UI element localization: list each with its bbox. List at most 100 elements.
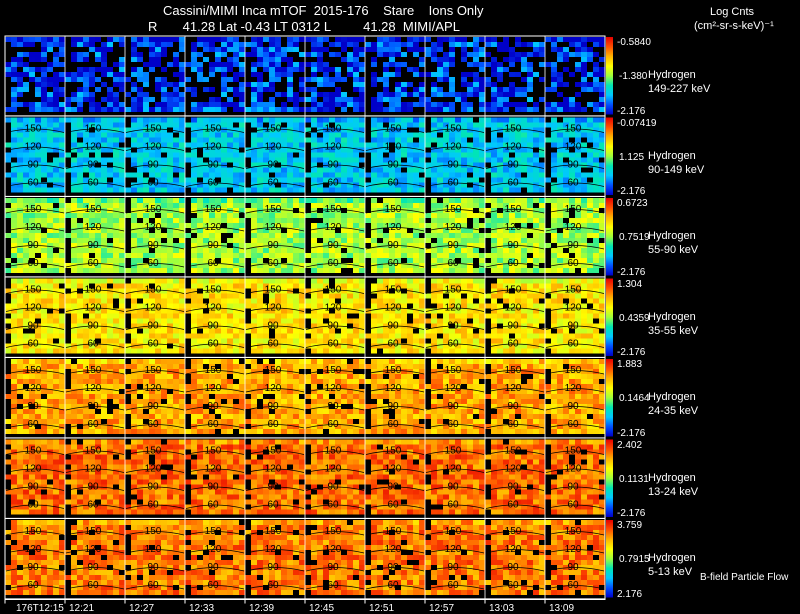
heatmap-cell bbox=[473, 178, 479, 183]
heatmap-cell bbox=[299, 97, 305, 102]
heatmap-cell bbox=[437, 294, 443, 299]
heatmap-cell bbox=[353, 168, 359, 173]
heatmap-cell bbox=[581, 238, 587, 243]
heatmap-cell bbox=[419, 279, 425, 284]
heatmap-cell bbox=[59, 198, 65, 203]
heatmap-cell bbox=[293, 334, 299, 339]
heatmap-cell bbox=[437, 299, 443, 304]
heatmap-cell bbox=[107, 107, 113, 112]
heatmap-cell bbox=[5, 173, 11, 178]
heatmap-cell bbox=[59, 87, 65, 92]
heatmap-cell bbox=[77, 238, 83, 243]
heatmap-cell bbox=[557, 284, 563, 289]
heatmap-cell bbox=[359, 268, 365, 273]
heatmap-cell bbox=[257, 213, 263, 218]
heatmap-cell bbox=[353, 128, 359, 133]
heatmap-cell bbox=[473, 304, 479, 309]
heatmap-cell bbox=[539, 258, 545, 263]
heatmap-cell bbox=[359, 92, 365, 97]
heatmap-cell bbox=[53, 128, 59, 133]
heatmap-cell bbox=[497, 72, 503, 77]
heatmap-cell bbox=[281, 223, 287, 228]
heatmap-cell bbox=[47, 62, 53, 67]
heatmap-cell bbox=[101, 314, 107, 319]
heatmap-cell bbox=[599, 339, 605, 344]
heatmap-cell bbox=[293, 173, 299, 178]
heatmap-cell bbox=[137, 238, 143, 243]
heatmap-cell bbox=[419, 188, 425, 193]
heatmap-cell bbox=[347, 213, 353, 218]
heatmap-cell bbox=[353, 198, 359, 203]
heatmap-cell bbox=[239, 102, 245, 107]
heatmap-cell bbox=[527, 118, 533, 123]
heatmap-cell bbox=[527, 339, 533, 344]
heatmap-cell bbox=[311, 268, 317, 273]
contour-label: 120 bbox=[565, 222, 582, 233]
heatmap-cell bbox=[407, 243, 413, 248]
heatmap-cell bbox=[167, 304, 173, 309]
heatmap-cell bbox=[173, 198, 179, 203]
heatmap-cell bbox=[497, 188, 503, 193]
heatmap-cell bbox=[167, 258, 173, 263]
heatmap-cell bbox=[419, 87, 425, 92]
heatmap-cell bbox=[239, 138, 245, 143]
heatmap-cell bbox=[353, 218, 359, 223]
heatmap-cell bbox=[443, 153, 449, 158]
heatmap-cell bbox=[221, 37, 227, 42]
heatmap-cell bbox=[371, 62, 377, 67]
heatmap-cell bbox=[491, 57, 497, 62]
heatmap-cell bbox=[413, 92, 419, 97]
heatmap-cell bbox=[593, 178, 599, 183]
heatmap-cell bbox=[467, 143, 473, 148]
heatmap-cell bbox=[65, 97, 71, 102]
heatmap-cell bbox=[311, 319, 317, 324]
heatmap-cell bbox=[587, 299, 593, 304]
heatmap-cell bbox=[473, 248, 479, 253]
contour-label: 120 bbox=[85, 222, 102, 233]
heatmap-cell bbox=[539, 183, 545, 188]
heatmap-cell bbox=[467, 238, 473, 243]
heatmap-cell bbox=[359, 138, 365, 143]
heatmap-cell bbox=[299, 334, 305, 339]
heatmap-cell bbox=[503, 37, 509, 42]
heatmap-cell bbox=[497, 77, 503, 82]
heatmap-cell bbox=[23, 153, 29, 158]
contour-label: 150 bbox=[85, 204, 102, 215]
heatmap-cell bbox=[227, 138, 233, 143]
heatmap-cell bbox=[11, 138, 17, 143]
heatmap-cell bbox=[227, 42, 233, 47]
heatmap-cell bbox=[107, 118, 113, 123]
heatmap-cell bbox=[587, 52, 593, 57]
heatmap-cell bbox=[359, 97, 365, 102]
heatmap-cell bbox=[221, 319, 227, 324]
heatmap-cell bbox=[317, 178, 323, 183]
heatmap-cell bbox=[497, 163, 503, 168]
heatmap-cell bbox=[161, 248, 167, 253]
heatmap-cell bbox=[353, 213, 359, 218]
heatmap-cell bbox=[269, 233, 275, 238]
heatmap-cell bbox=[371, 133, 377, 138]
heatmap-cell bbox=[431, 253, 437, 258]
heatmap-cell bbox=[539, 153, 545, 158]
heatmap-cell bbox=[347, 188, 353, 193]
heatmap-cell bbox=[59, 253, 65, 258]
heatmap-cell bbox=[65, 203, 71, 208]
heatmap-cell bbox=[431, 233, 437, 238]
heatmap-cell bbox=[47, 339, 53, 344]
heatmap-cell bbox=[11, 304, 17, 309]
heatmap-cell bbox=[179, 319, 185, 324]
heatmap-cell bbox=[551, 218, 557, 223]
heatmap-cell bbox=[407, 213, 413, 218]
heatmap-cell bbox=[257, 92, 263, 97]
contour-label: 60 bbox=[387, 258, 399, 269]
heatmap-cell bbox=[299, 258, 305, 263]
heatmap-cell bbox=[197, 42, 203, 47]
heatmap-cell bbox=[59, 183, 65, 188]
heatmap-cell bbox=[287, 87, 293, 92]
heatmap-cell bbox=[119, 188, 125, 193]
heatmap-cell bbox=[53, 284, 59, 289]
heatmap-cell bbox=[461, 284, 467, 289]
heatmap-cell bbox=[413, 238, 419, 243]
heatmap-cell bbox=[221, 309, 227, 314]
heatmap-cell bbox=[11, 334, 17, 339]
